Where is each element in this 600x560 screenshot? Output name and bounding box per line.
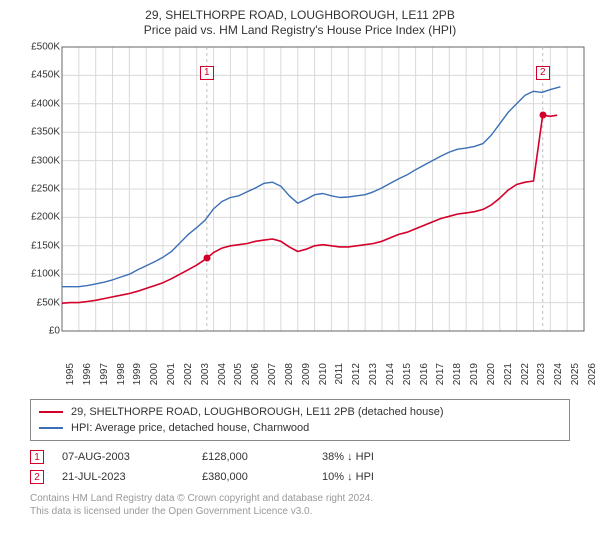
legend: 29, SHELTHORPE ROAD, LOUGHBOROUGH, LE11 … (30, 399, 570, 441)
table-row: 1 07-AUG-2003 £128,000 38% ↓ HPI (30, 447, 570, 467)
y-axis-tick-label: £300K (12, 155, 60, 166)
y-axis-tick-label: £100K (12, 269, 60, 280)
y-axis-tick-label: £0 (12, 326, 60, 337)
x-axis-tick-label: 1995 (65, 363, 76, 385)
y-axis-tick-label: £250K (12, 184, 60, 195)
sale-date: 21-JUL-2023 (62, 471, 202, 483)
chart-svg (10, 41, 590, 391)
legend-swatch (39, 411, 63, 413)
x-axis-tick-label: 2014 (385, 363, 396, 385)
legend-label: HPI: Average price, detached house, Char… (71, 422, 309, 434)
sale-price: £128,000 (202, 451, 322, 463)
x-axis-tick-label: 1997 (99, 363, 110, 385)
x-axis-tick-label: 1996 (82, 363, 93, 385)
x-axis-tick-label: 2006 (250, 363, 261, 385)
x-axis-tick-label: 2007 (267, 363, 278, 385)
x-axis-tick-label: 1998 (116, 363, 127, 385)
sale-marker-icon: 1 (30, 450, 44, 464)
page-title-line2: Price paid vs. HM Land Registry's House … (10, 23, 590, 37)
x-axis-tick-label: 2003 (200, 363, 211, 385)
legend-swatch (39, 427, 63, 429)
chart-sale-marker: 2 (536, 66, 550, 80)
legend-label: 29, SHELTHORPE ROAD, LOUGHBOROUGH, LE11 … (71, 406, 444, 418)
x-axis-tick-label: 2002 (183, 363, 194, 385)
sale-delta: 38% ↓ HPI (322, 451, 442, 463)
y-axis-tick-label: £400K (12, 98, 60, 109)
legend-item: HPI: Average price, detached house, Char… (39, 420, 561, 436)
x-axis-tick-label: 2017 (435, 363, 446, 385)
y-axis-tick-label: £200K (12, 212, 60, 223)
sales-table: 1 07-AUG-2003 £128,000 38% ↓ HPI 2 21-JU… (30, 447, 570, 487)
chart-sale-dot (539, 112, 546, 119)
x-axis-tick-label: 2025 (570, 363, 581, 385)
x-axis-tick-label: 2010 (318, 363, 329, 385)
x-axis-tick-label: 2019 (469, 363, 480, 385)
chart: £0 £50K £100K £150K £200K £250K £300K £350K £400… (10, 41, 590, 391)
x-axis-tick-label: 2016 (419, 363, 430, 385)
x-axis-tick-label: 2005 (233, 363, 244, 385)
attribution-line: This data is licensed under the Open Gov… (30, 506, 570, 519)
x-axis-tick-label: 2024 (553, 363, 564, 385)
sale-delta: 10% ↓ HPI (322, 471, 442, 483)
legend-item: 29, SHELTHORPE ROAD, LOUGHBOROUGH, LE11 … (39, 404, 561, 420)
chart-sale-dot (203, 255, 210, 262)
x-axis-tick-label: 2020 (486, 363, 497, 385)
x-axis-tick-label: 2012 (351, 363, 362, 385)
x-axis-tick-label: 2009 (301, 363, 312, 385)
x-axis-tick-label: 2023 (536, 363, 547, 385)
chart-sale-marker: 1 (200, 66, 214, 80)
sale-marker-icon: 2 (30, 470, 44, 484)
x-axis-tick-label: 2011 (334, 363, 345, 385)
y-axis-tick-label: £50K (12, 297, 60, 308)
x-axis-tick-label: 2000 (149, 363, 160, 385)
x-axis-tick-label: 2013 (368, 363, 379, 385)
x-axis-tick-label: 2021 (503, 363, 514, 385)
x-axis-tick-label: 2015 (402, 363, 413, 385)
sale-price: £380,000 (202, 471, 322, 483)
table-row: 2 21-JUL-2023 £380,000 10% ↓ HPI (30, 467, 570, 487)
y-axis-tick-label: £450K (12, 70, 60, 81)
x-axis-tick-label: 2018 (452, 363, 463, 385)
x-axis-tick-label: 2022 (520, 363, 531, 385)
x-axis-tick-label: 2026 (587, 363, 598, 385)
attribution-line: Contains HM Land Registry data © Crown c… (30, 493, 570, 506)
x-axis-tick-label: 1999 (132, 363, 143, 385)
attribution: Contains HM Land Registry data © Crown c… (30, 493, 570, 518)
x-axis-tick-label: 2001 (166, 363, 177, 385)
y-axis-tick-label: £500K (12, 42, 60, 53)
y-axis-tick-label: £350K (12, 127, 60, 138)
page-title-line1: 29, SHELTHORPE ROAD, LOUGHBOROUGH, LE11 … (10, 8, 590, 22)
y-axis-tick-label: £150K (12, 240, 60, 251)
x-axis-tick-label: 2008 (284, 363, 295, 385)
x-axis-tick-label: 2004 (217, 363, 228, 385)
sale-date: 07-AUG-2003 (62, 451, 202, 463)
